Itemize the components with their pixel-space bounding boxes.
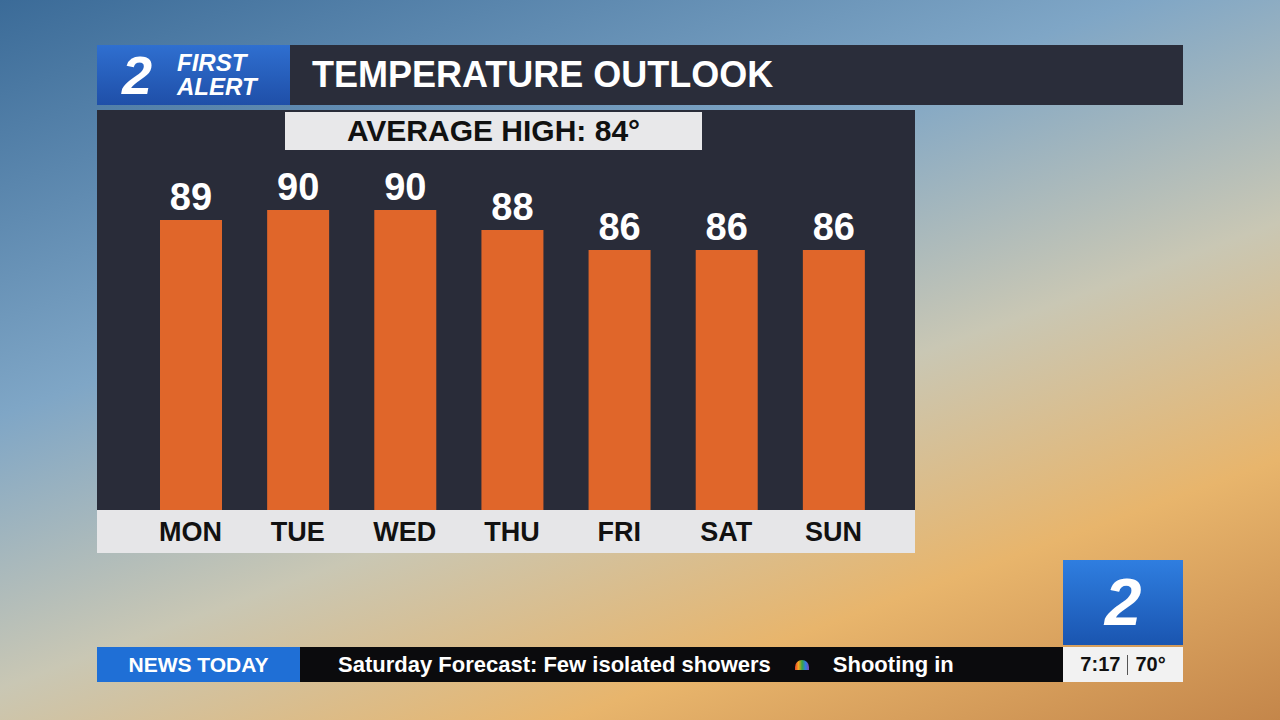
svg-text:86: 86 <box>813 206 855 248</box>
svg-text:SUN: SUN <box>805 517 862 547</box>
svg-text:90: 90 <box>384 166 426 208</box>
svg-text:SAT: SAT <box>700 517 753 547</box>
html-text:2: 2 <box>1104 565 1142 639</box>
html-text:2: 2 <box>122 45 152 105</box>
html-text:7:17: 7:17 <box>1080 653 1121 675</box>
html-text:NEWS TODAY: NEWS TODAY <box>128 653 269 676</box>
svg-text:89: 89 <box>170 176 212 218</box>
html-text:FIRST: FIRST <box>177 49 247 76</box>
svg-text:90: 90 <box>277 166 319 208</box>
svg-text:WED: WED <box>373 517 436 547</box>
svg-text:86: 86 <box>598 206 640 248</box>
svg-text:86: 86 <box>706 206 748 248</box>
svg-text:THU: THU <box>484 517 540 547</box>
html-text:Shooting in: Shooting in <box>832 651 954 677</box>
svg-text:FRI: FRI <box>597 517 641 547</box>
html-text:Saturday Forecast: Few isolate: Saturday Forecast: Few isolated showers <box>338 651 771 677</box>
svg-text:88: 88 <box>491 186 533 228</box>
svg-text:TUE: TUE <box>271 517 325 547</box>
svg-text:MON: MON <box>159 517 222 547</box>
html-text:AVERAGE HIGH: 84°: AVERAGE HIGH: 84° <box>346 114 641 147</box>
html-text:70°: 70° <box>1135 653 1166 675</box>
html-text:ALERT: ALERT <box>177 73 257 100</box>
html-text:TEMPERATURE OUTLOOK: TEMPERATURE OUTLOOK <box>312 54 774 95</box>
